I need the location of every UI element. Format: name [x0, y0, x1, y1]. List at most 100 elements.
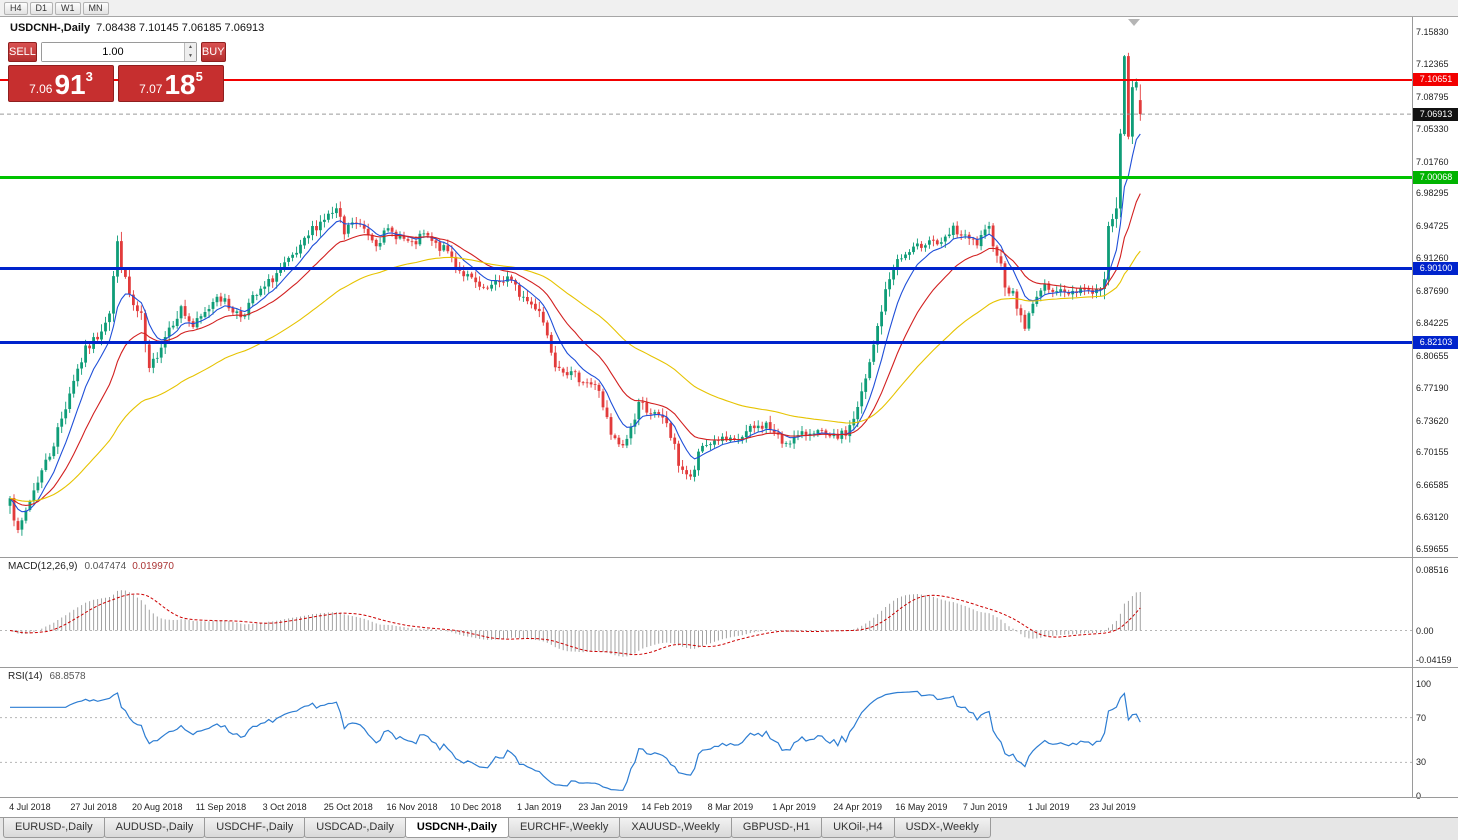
price-scale-label: 6.73620 — [1416, 415, 1449, 426]
timeframe-button-d1[interactable]: D1 — [29, 1, 54, 15]
price-scale-label: 7.12365 — [1416, 59, 1449, 69]
ohlc-values: 7.08438 7.10145 7.06185 7.06913 — [96, 22, 265, 34]
price-tag-6.82103: 6.82103 — [1413, 335, 1458, 349]
price-axis[interactable]: 7.15830 7.12365 7.08795 7.05330 7.01760 6.982… — [1412, 17, 1458, 801]
price-tag-7.00068: 7.00068 — [1413, 170, 1458, 184]
date-label: 3 Oct 2018 — [262, 802, 307, 812]
timeframe-button-mn[interactable]: MN — [82, 1, 109, 15]
date-label: 1 Jan 2019 — [517, 802, 562, 812]
symbol-period-label: USDCNH-,Daily — [10, 22, 91, 34]
buy-price-big-digits: 18 — [164, 69, 196, 100]
horizontal-line-6.82103[interactable] — [0, 340, 1412, 344]
one-click-trade-panel: SELL ▲ ▼ BUY 7.06 91 3 7.07 18 5 — [8, 42, 226, 102]
price-scale-label: 7.05330 — [1416, 123, 1449, 134]
chart-background[interactable] — [0, 17, 1458, 817]
volume-box: ▲ ▼ — [40, 42, 197, 62]
price-scale-label: 6.84225 — [1416, 317, 1449, 328]
price-scale-label: 7.08795 — [1416, 91, 1449, 102]
sell-button[interactable]: SELL — [8, 42, 37, 62]
buy-price-prefix: 7.07 — [139, 82, 163, 96]
rsi-scale-label: 100 — [1416, 679, 1432, 689]
price-tag-7.06913: 7.06913 — [1413, 107, 1458, 121]
timeframe-button-w1[interactable]: W1 — [55, 1, 81, 15]
date-label: 16 May 2019 — [895, 802, 948, 812]
date-label: 25 Oct 2018 — [323, 802, 373, 812]
tab-xauusd-weekly[interactable]: XAUUSD-,Weekly — [619, 818, 732, 838]
sell-price-big-digits: 91 — [54, 69, 86, 100]
panel-splitter[interactable] — [0, 667, 1458, 668]
price-scale-label: 6.66585 — [1416, 480, 1449, 491]
price-scale-label: 7.01760 — [1416, 156, 1449, 167]
tab-bar: EURUSD-,Daily AUDUSD-,Daily USDCHF-,Daily U… — [0, 817, 1458, 840]
price-scale-label: 6.70155 — [1416, 447, 1449, 458]
tab-eurchf-weekly[interactable]: EURCHF-,Weekly — [507, 818, 621, 838]
tab-usdcad-daily[interactable]: USDCAD-,Daily — [304, 818, 406, 838]
horizontal-line-6.901[interactable] — [0, 267, 1412, 271]
sell-price-prefix: 7.06 — [29, 82, 53, 96]
volume-up-button[interactable]: ▲ — [184, 43, 196, 52]
tab-usdcnh-daily[interactable]: USDCNH-,Daily — [404, 818, 509, 838]
macd-scale-label: 0.00 — [1416, 625, 1434, 636]
price-scale-label: 6.77190 — [1416, 382, 1449, 393]
date-label: 23 Jan 2019 — [578, 802, 628, 812]
price-tag-7.10651: 7.10651 — [1413, 73, 1458, 87]
macd-name: MACD(12,26,9) — [8, 561, 78, 572]
price-scale-label: 6.80655 — [1416, 350, 1449, 361]
date-label: 27 Jul 2018 — [70, 802, 117, 812]
horizontal-line-7.00068[interactable] — [0, 175, 1412, 179]
date-label: 1 Apr 2019 — [772, 802, 816, 812]
date-label: 16 Nov 2018 — [386, 802, 438, 812]
tab-usdchf-daily[interactable]: USDCHF-,Daily — [204, 818, 306, 838]
tab-usdx-weekly[interactable]: USDX-,Weekly — [893, 818, 991, 838]
date-label: 20 Aug 2018 — [132, 802, 183, 812]
date-label: 11 Sep 2018 — [195, 802, 247, 812]
price-scale-label: 7.15830 — [1416, 27, 1449, 38]
buy-price-button[interactable]: 7.07 18 5 — [118, 65, 224, 102]
date-axis[interactable]: 4 Jul 2018 27 Jul 2018 20 Aug 2018 11 Sep 2… — [0, 798, 1412, 817]
price-scale-label: 6.63120 — [1416, 512, 1449, 523]
price-scale-label: 6.94725 — [1416, 221, 1449, 232]
date-label: 24 Apr 2019 — [833, 802, 882, 812]
date-label: 7 Jun 2019 — [962, 802, 1008, 812]
sell-price-pip-digit: 3 — [85, 69, 93, 84]
price-scale-label: 6.98295 — [1416, 188, 1449, 199]
timeframe-button-h4[interactable]: H4 — [4, 1, 28, 15]
sell-price-button[interactable]: 7.06 91 3 — [8, 65, 114, 102]
date-label: 10 Dec 2018 — [450, 802, 502, 812]
buy-price-pip-digit: 5 — [195, 69, 203, 84]
date-label: 4 Jul 2018 — [9, 802, 51, 812]
date-label: 1 Jul 2019 — [1028, 802, 1070, 812]
macd-scale-label: 0.08516 — [1416, 565, 1449, 575]
price-tag-6.90100: 6.90100 — [1413, 262, 1458, 276]
candlestick-chart[interactable] — [0, 17, 1412, 557]
volume-down-button[interactable]: ▼ — [184, 52, 196, 61]
date-label: 23 Jul 2019 — [1089, 802, 1136, 812]
rsi-scale-label: 0 — [1416, 791, 1422, 801]
date-axis-separator — [0, 797, 1458, 798]
tab-audusd-daily[interactable]: AUDUSD-,Daily — [103, 818, 206, 838]
tab-gbpusd-h1[interactable]: GBPUSD-,H1 — [730, 818, 823, 838]
tab-ukoil-h4[interactable]: UKOil-,H4 — [821, 818, 895, 838]
rsi-scale-label: 70 — [1416, 712, 1427, 723]
macd-scale-label: -0.04159 — [1416, 655, 1452, 665]
volume-input[interactable] — [41, 43, 184, 61]
horizontal-line-7.10651[interactable] — [0, 78, 1412, 81]
date-label: 14 Feb 2019 — [641, 802, 692, 812]
macd-indicator[interactable] — [0, 558, 1412, 667]
rsi-label: RSI(14) 68.8578 — [8, 671, 86, 682]
rsi-name: RSI(14) — [8, 671, 43, 682]
chart-title: USDCNH-,Daily 7.08438 7.10145 7.06185 7.0… — [10, 22, 264, 34]
rsi-indicator[interactable] — [0, 668, 1412, 798]
macd-signal-value: 0.019970 — [132, 561, 174, 572]
macd-label: MACD(12,26,9) 0.047474 0.019970 — [8, 561, 174, 572]
chart-shift-marker-icon — [1128, 19, 1140, 26]
price-scale-label: 6.59655 — [1416, 543, 1449, 554]
panel-splitter[interactable] — [0, 557, 1458, 558]
tab-eurusd-daily[interactable]: EURUSD-,Daily — [3, 818, 105, 838]
buy-button[interactable]: BUY — [200, 42, 226, 62]
macd-main-value: 0.047474 — [84, 561, 127, 572]
timeframe-toolbar: H4 D1 W1 MN — [0, 0, 1458, 17]
price-scale-label: 6.91260 — [1416, 253, 1449, 264]
date-label: 8 Mar 2019 — [707, 802, 754, 812]
